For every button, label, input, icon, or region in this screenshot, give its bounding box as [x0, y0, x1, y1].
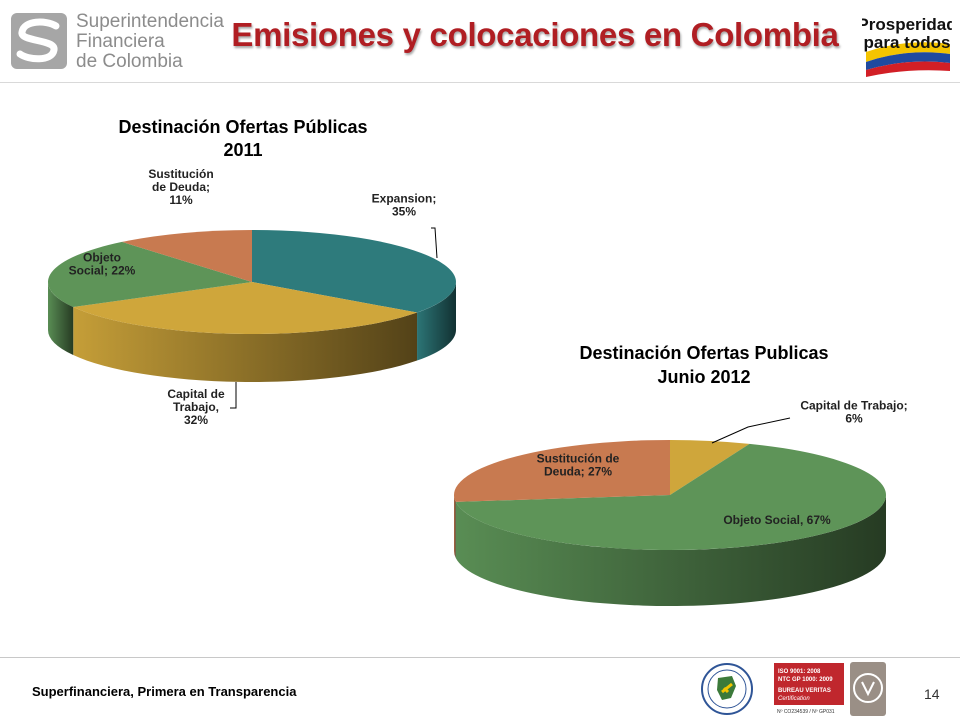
- logo-line: Superintendencia: [76, 11, 224, 32]
- data-label-expansion: Expansion; 35%: [372, 192, 437, 219]
- chart1-title: Destinación Ofertas Públicas: [118, 117, 367, 137]
- chart2-title: Destinación Ofertas Publicas: [579, 343, 828, 363]
- page-title: Emisiones y colocaciones en Colombia: [231, 16, 839, 53]
- leader-line-capital-de-trabajo: [711, 417, 791, 444]
- page-number: 14: [924, 686, 940, 702]
- cert-line: BUREAU VERITAS: [778, 688, 831, 694]
- superintendencia-s-icon: [11, 13, 67, 69]
- pie-slice-capital-de-trabajo: [670, 440, 750, 495]
- logo-line: Financiera: [76, 31, 165, 52]
- header-divider: [0, 82, 960, 83]
- data-label-objeto-social: Objeto Social; 22%: [69, 251, 136, 278]
- certification-seal-icon: [701, 663, 753, 715]
- bureau-veritas-seal-icon: [850, 662, 886, 716]
- data-label-objeto-social: Objeto Social, 67%: [723, 513, 831, 527]
- chart1-subtitle: 2011: [223, 140, 262, 160]
- cert-line: ISO 9001: 2008: [778, 669, 821, 675]
- superintendencia-logo: Superintendencia Financiera de Colombia: [10, 12, 224, 72]
- pie-charts: Destinación Ofertas Públicas 2011 Destin…: [47, 117, 908, 607]
- chart2-subtitle: Junio 2012: [657, 367, 750, 387]
- header: Superintendencia Financiera de Colombia …: [0, 0, 960, 82]
- pie-slice-side-objeto-social: [455, 495, 887, 607]
- footer-divider: [0, 657, 960, 658]
- leader-line-capital-de-trabajo: [230, 382, 237, 409]
- footer-tagline: Superfinanciera, Primera en Transparenci…: [32, 684, 297, 699]
- cert-line: Certification: [778, 696, 810, 702]
- bureau-veritas-certification-icon: ISO 9001: 2008 NTC GP 1000: 2009 BUREAU …: [774, 663, 844, 717]
- pie-slice-side-objeto-social: [48, 282, 74, 356]
- pie-slice-sustitucion-de-deuda: [121, 230, 252, 282]
- data-label-capital-de-trabajo: Capital de Trabajo; 6%: [800, 399, 907, 426]
- pie-slice-objeto-social: [455, 443, 886, 550]
- leader-line-expansion: [431, 227, 438, 259]
- pie-chart-2011: Expansion; 35% Capital de Trabajo, 32% Objeto…: [47, 167, 456, 427]
- logo-wordmark: Superintendencia Financiera de Colombia: [76, 12, 224, 72]
- pie-slice-objeto-social: [47, 241, 252, 308]
- badge-line: para todos: [864, 33, 951, 52]
- pie-slice-side-expansion: [417, 282, 456, 361]
- pie-slice-capital-de-trabajo: [73, 282, 418, 334]
- data-label-sustitucion-de-deuda: Sustitución de Deuda; 27%: [537, 452, 620, 479]
- pie-slice-side-sustitucion-de-deuda: [454, 495, 456, 558]
- cert-line: Nº CO234539 / Nº GP031: [777, 709, 835, 715]
- pie-slice-expansion: [252, 230, 456, 313]
- prosperidad-para-todos-logo: Prosperidad para todos: [862, 15, 952, 77]
- pie-chart-junio-2012: Capital de Trabajo; 6% Objeto Social, 67% S…: [453, 399, 908, 607]
- pie-slice-side-capital-de-trabajo: [73, 307, 418, 382]
- data-label-capital-de-trabajo: Capital de Trabajo, 32%: [167, 387, 225, 427]
- logo-line: de Colombia: [76, 51, 183, 72]
- badge-line: Prosperidad: [862, 15, 952, 34]
- cert-line: NTC GP 1000: 2009: [778, 677, 833, 683]
- pie-slice-sustitucion-de-deuda: [453, 440, 670, 502]
- data-label-sustitucion-de-deuda: Sustitución de Deuda; 11%: [148, 167, 213, 207]
